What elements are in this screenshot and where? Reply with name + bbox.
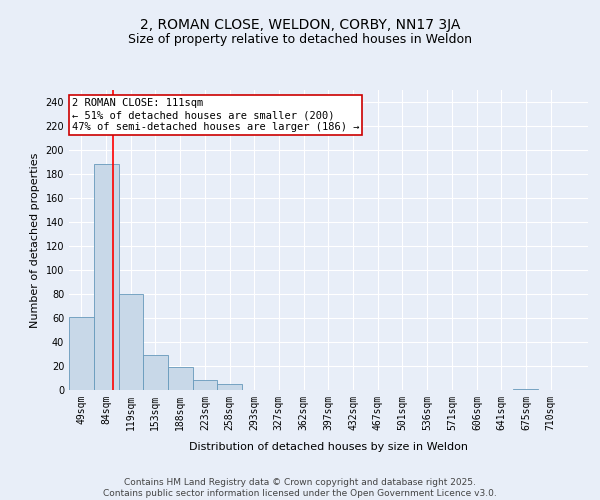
Bar — [69, 317, 94, 390]
Bar — [167, 367, 193, 390]
Bar — [94, 164, 119, 390]
Text: Contains HM Land Registry data © Crown copyright and database right 2025.
Contai: Contains HM Land Registry data © Crown c… — [103, 478, 497, 498]
Text: 2 ROMAN CLOSE: 111sqm
← 51% of detached houses are smaller (200)
47% of semi-det: 2 ROMAN CLOSE: 111sqm ← 51% of detached … — [72, 98, 359, 132]
Bar — [217, 384, 242, 390]
Bar — [514, 389, 538, 390]
Y-axis label: Number of detached properties: Number of detached properties — [30, 152, 40, 328]
Text: Size of property relative to detached houses in Weldon: Size of property relative to detached ho… — [128, 32, 472, 46]
Bar — [119, 294, 143, 390]
Bar — [143, 355, 167, 390]
Text: Distribution of detached houses by size in Weldon: Distribution of detached houses by size … — [190, 442, 469, 452]
Bar — [193, 380, 217, 390]
Text: 2, ROMAN CLOSE, WELDON, CORBY, NN17 3JA: 2, ROMAN CLOSE, WELDON, CORBY, NN17 3JA — [140, 18, 460, 32]
